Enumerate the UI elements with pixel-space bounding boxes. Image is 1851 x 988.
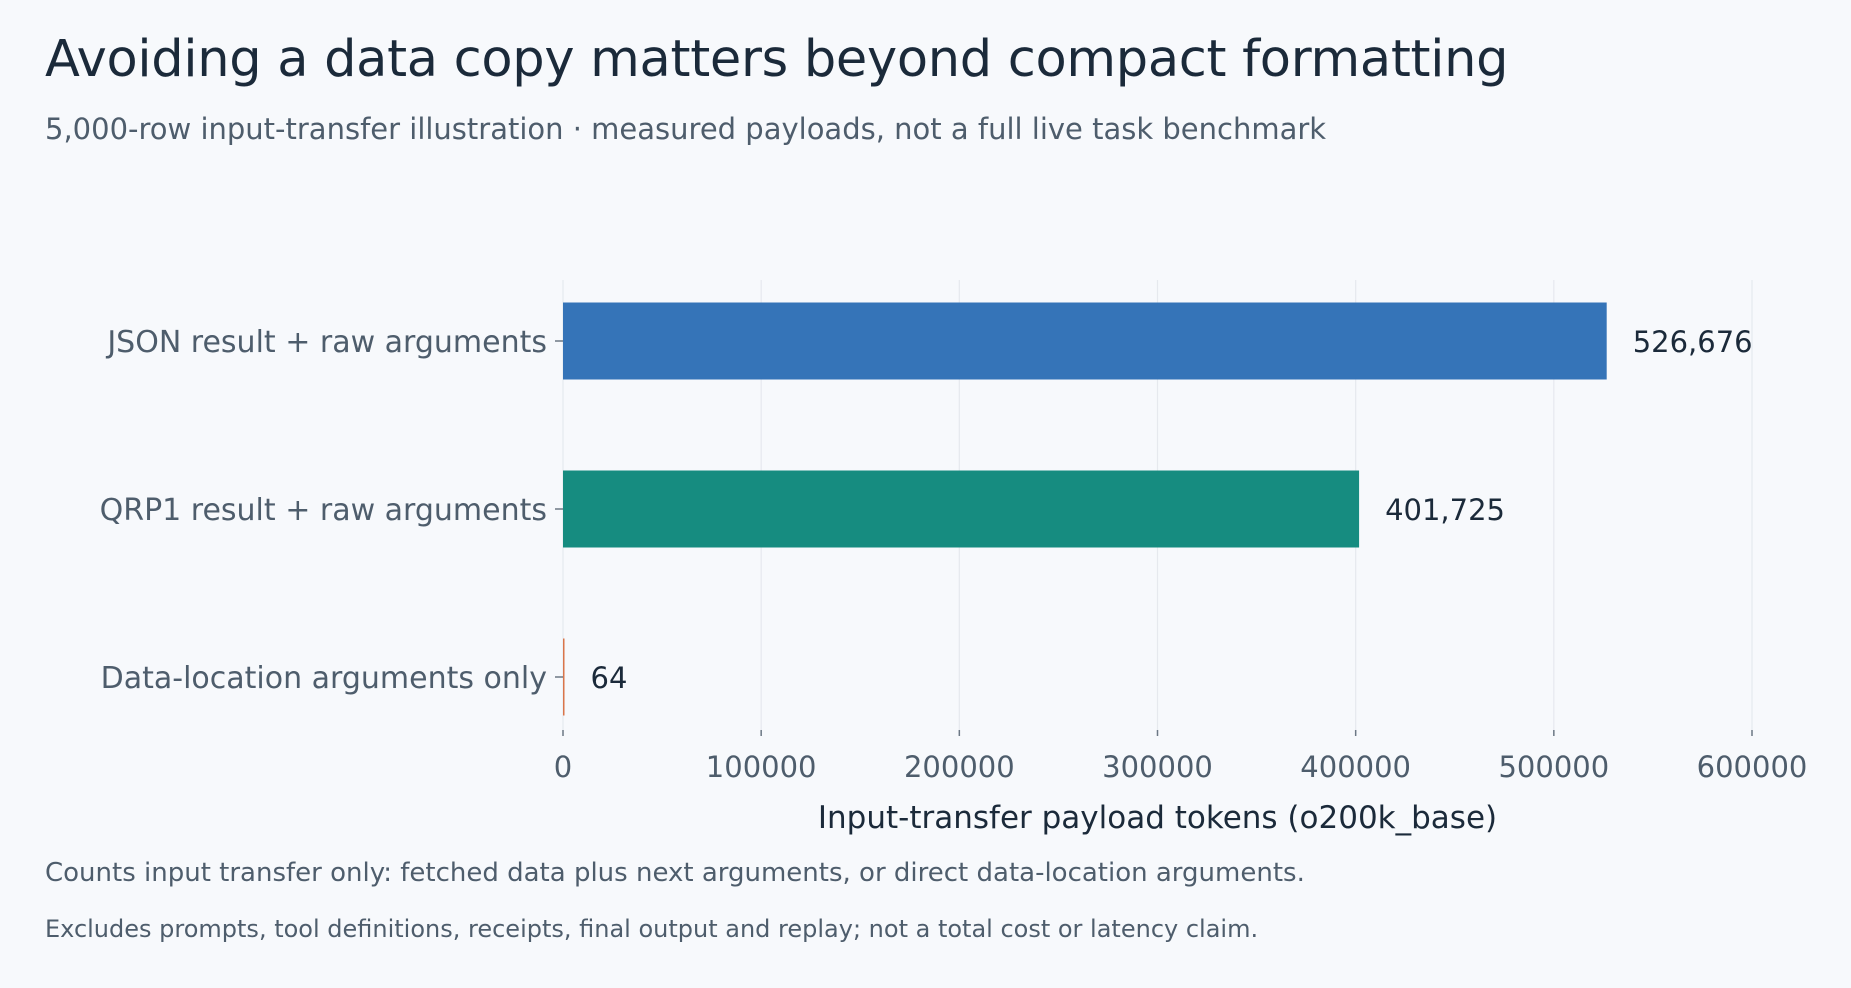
- x-tick-label-3: 300000: [1102, 750, 1213, 784]
- bar-value-label-1: 401,725: [1385, 493, 1505, 527]
- x-tick-label-4: 400000: [1300, 750, 1411, 784]
- bar-2: [563, 638, 565, 716]
- x-tick-label-2: 200000: [904, 750, 1015, 784]
- x-tick-label-0: 0: [554, 750, 572, 784]
- category-label-2: Data-location arguments only: [101, 661, 547, 696]
- footnote-1: Counts input transfer only: fetched data…: [45, 858, 1305, 888]
- category-label-0: JSON result + raw arguments: [105, 325, 547, 360]
- bar-0: [563, 302, 1607, 380]
- category-label-1: QRP1 result + raw arguments: [100, 493, 547, 528]
- x-axis-label: Input-transfer payload tokens (o200k_bas…: [818, 800, 1497, 836]
- chart-subtitle: 5,000-row input-transfer illustration · …: [45, 112, 1327, 146]
- x-tick-label-5: 500000: [1498, 750, 1609, 784]
- bar-value-label-0: 526,676: [1633, 325, 1753, 359]
- x-tick-label-6: 600000: [1697, 750, 1808, 784]
- chart-title: Avoiding a data copy matters beyond comp…: [45, 30, 1509, 89]
- bar-value-label-2: 64: [591, 661, 628, 695]
- footnote-2: Excludes prompts, tool definitions, rece…: [45, 915, 1259, 943]
- bar-1: [563, 470, 1360, 548]
- x-tick-label-1: 100000: [706, 750, 817, 784]
